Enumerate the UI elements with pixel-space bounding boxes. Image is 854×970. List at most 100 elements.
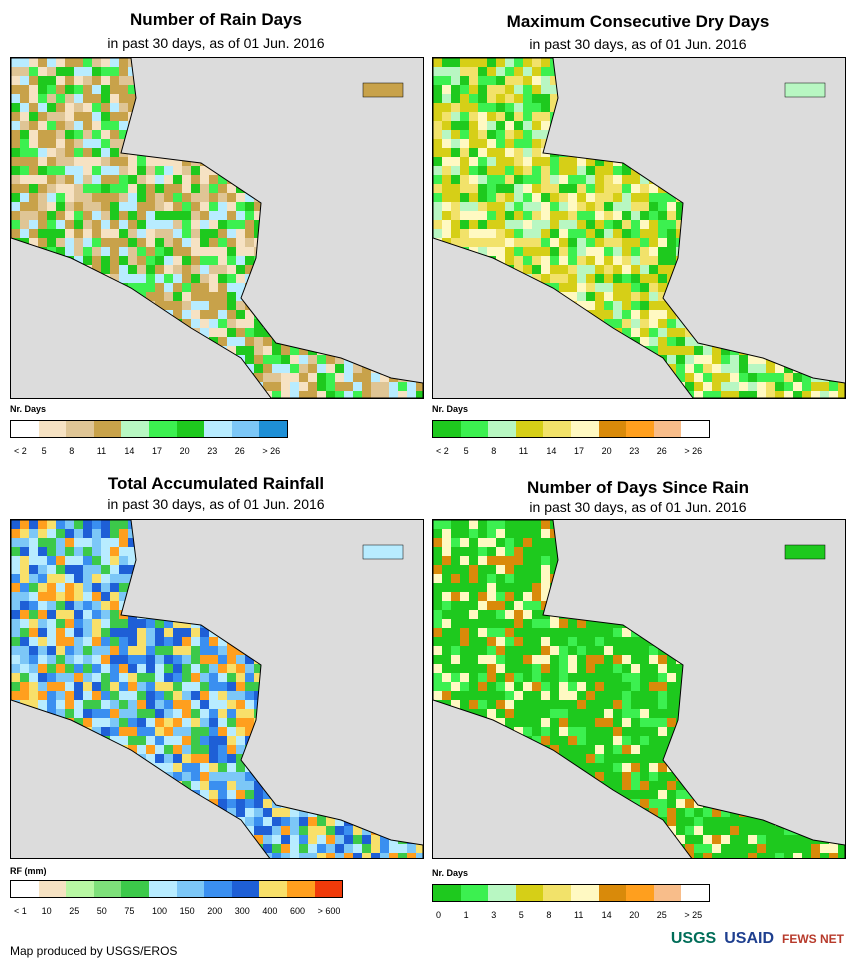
legend-swatch	[38, 881, 67, 897]
legend-swatch	[148, 421, 177, 437]
legend-swatch	[515, 421, 544, 437]
legend-swatch	[570, 885, 599, 901]
country-borders	[433, 58, 845, 398]
panel-subtitle: in past 30 days, as of 01 Jun. 2016	[107, 35, 325, 51]
legend-tick-label: 17	[152, 446, 163, 456]
legend-title: Nr. Days	[10, 404, 47, 414]
legend-tick-label: 200	[207, 906, 223, 916]
legend-swatch	[286, 881, 315, 897]
legend-tick-label: 14	[601, 910, 612, 920]
legend-swatch	[460, 885, 489, 901]
panel-subtitle: in past 30 days, as of 01 Jun. 2016	[529, 499, 747, 515]
legend-swatch	[204, 421, 232, 437]
legend-tick-label: 8	[491, 446, 497, 456]
legend-swatch	[488, 885, 516, 901]
legend-swatch	[515, 885, 544, 901]
legend-tick-label: > 600	[317, 906, 341, 916]
legend-tick-label: < 2	[436, 446, 449, 456]
legend-bar	[10, 880, 344, 898]
legend-swatch	[570, 421, 599, 437]
legend-tick-label: 5	[463, 446, 469, 456]
legend-tick-label: 20	[601, 446, 612, 456]
legend-swatch	[653, 421, 682, 437]
legend-swatch	[653, 885, 682, 901]
map-canvas	[11, 58, 423, 398]
legend-tick-label: 11	[518, 446, 529, 456]
legend-tick-label: 400	[262, 906, 278, 916]
legend-tick-label: 26	[234, 446, 245, 456]
legend-tick-label: 25	[656, 910, 667, 920]
legend-swatch	[93, 421, 122, 437]
legend-title: RF (mm)	[10, 866, 47, 876]
legend-tick-label: > 25	[684, 910, 703, 920]
legend-tick-label: 1	[463, 910, 469, 920]
legend-bar	[432, 884, 710, 902]
legend-tick-label: < 2	[14, 446, 27, 456]
legend-swatch	[543, 885, 571, 901]
legend-swatch	[176, 881, 205, 897]
panel-title: Number of Days Since Rain	[526, 478, 749, 497]
legend-swatch	[598, 885, 627, 901]
legend-tick-label: 8	[69, 446, 75, 456]
panel-title: Number of Rain Days	[130, 10, 302, 29]
legend-tick-label: 25	[69, 906, 80, 916]
legend-swatch	[626, 885, 654, 901]
legend-tick-label: 14	[124, 446, 135, 456]
legend-tick-label: 10	[41, 906, 52, 916]
legend-tick-label: 11	[574, 910, 584, 920]
legend-swatch	[11, 421, 39, 437]
map-canvas	[433, 58, 845, 398]
legend-swatch	[460, 421, 489, 437]
panel-title: Maximum Consecutive Dry Days	[506, 12, 770, 31]
legend-tick-label: > 26	[684, 446, 703, 456]
legend-tick-label: < 1	[14, 906, 27, 916]
legend-tick-label: 20	[179, 446, 190, 456]
legend-tick-label: 3	[491, 910, 497, 920]
legend-swatch	[433, 885, 461, 901]
legend-tick-label: 50	[96, 906, 107, 916]
fews-net-logo: FEWS NET	[782, 932, 844, 946]
legend-tick-label: 14	[546, 446, 557, 456]
legend-tick-label: 0	[436, 910, 442, 920]
legend-swatch	[259, 881, 287, 897]
map-rain-days	[10, 57, 424, 399]
legend-tick-label: 5	[41, 446, 47, 456]
legend-title: Nr. Days	[432, 868, 469, 878]
legend-tick-label: 17	[574, 446, 585, 456]
legend-tick-label: 150	[179, 906, 195, 916]
legend-tick-label: 75	[124, 906, 135, 916]
panel-subtitle: in past 30 days, as of 01 Jun. 2016	[107, 496, 325, 512]
logos: USGS USAID FEWS NET	[671, 930, 844, 948]
legend-swatch	[66, 421, 94, 437]
legend-tick-label: 600	[290, 906, 306, 916]
legend-swatch	[66, 881, 94, 897]
usaid-logo: USAID	[724, 930, 774, 947]
panel-title: Total Accumulated Rainfall	[107, 474, 325, 493]
map-canvas	[433, 520, 845, 858]
legend-tick-label: 23	[207, 446, 218, 456]
legend-swatch	[231, 881, 260, 897]
legend-tick-label: 8	[546, 910, 552, 920]
legend-tick-label: 23	[629, 446, 640, 456]
map-canvas	[11, 520, 423, 858]
footer-credit: Map produced by USGS/EROS	[10, 944, 178, 958]
map-dry-days	[432, 57, 846, 399]
legend-swatch	[626, 421, 654, 437]
country-borders	[11, 58, 423, 398]
legend-swatch	[231, 421, 260, 437]
legend-swatch	[598, 421, 627, 437]
legend-tick-label: 11	[96, 446, 107, 456]
legend-tick-label: 100	[152, 906, 168, 916]
legend-swatch	[93, 881, 122, 897]
legend-swatch	[176, 421, 205, 437]
legend-swatch	[148, 881, 177, 897]
legend-swatch	[11, 881, 39, 897]
legend-swatch	[121, 881, 149, 897]
legend-swatch	[259, 421, 287, 437]
legend-tick-label: 300	[234, 906, 250, 916]
legend-bar	[432, 420, 710, 438]
legend-tick-label: 5	[518, 910, 524, 920]
map-rainfall	[10, 519, 424, 859]
map-days-since-rain	[432, 519, 846, 859]
legend-swatch	[314, 881, 343, 897]
